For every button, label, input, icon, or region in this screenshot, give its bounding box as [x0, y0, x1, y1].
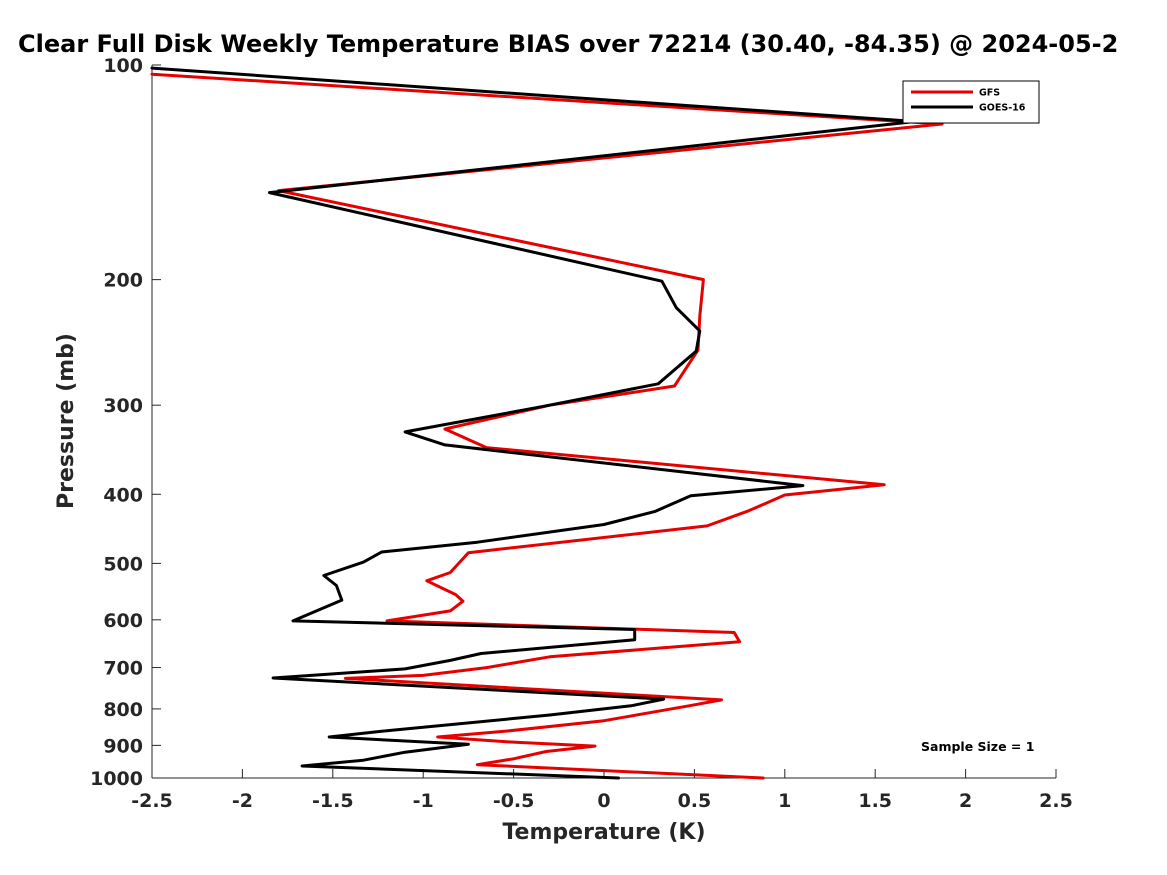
x-tick-label: -2.5: [131, 790, 173, 812]
x-tick-label: 1.5: [858, 790, 892, 812]
x-tick-label: 1: [778, 790, 791, 812]
legend-box: [902, 80, 1040, 124]
y-tick-label: 300: [103, 395, 143, 417]
x-tick-label: -2: [232, 790, 253, 812]
x-tick-label: 2: [959, 790, 972, 812]
y-tick-label: 100: [103, 55, 143, 77]
y-axis-label: Pressure (mb): [54, 333, 79, 509]
series-line-goes-16: [150, 66, 917, 780]
y-tick-label: 400: [103, 484, 143, 506]
x-axis-label: Temperature (K): [502, 820, 705, 845]
x-tick-label: -1.5: [312, 790, 354, 812]
y-tick-label: 900: [103, 735, 143, 757]
x-tick-label: 2.5: [1039, 790, 1073, 812]
chart-title: Clear Full Disk Weekly Temperature BIAS …: [18, 30, 1118, 58]
legend-label-gfs: GFS: [979, 88, 1000, 99]
legend-label-goes-16: GOES-16: [979, 103, 1026, 114]
x-tick-label: -1: [413, 790, 434, 812]
x-tick-label: 0.5: [678, 790, 712, 812]
series-line-gfs: [150, 72, 944, 780]
sample-size-annotation: Sample Size = 1: [921, 739, 1034, 754]
y-tick-label: 200: [103, 270, 143, 292]
legend: GFS GOES-16: [902, 80, 1040, 124]
x-tick-label: 0: [597, 790, 610, 812]
y-tick-label: 800: [103, 699, 143, 721]
y-tick-label: 500: [103, 553, 143, 575]
plot-area: [150, 66, 944, 780]
y-tick-label: 1000: [90, 768, 143, 790]
axes: -2.5 -2 -1.5 -1 -0.5 0 0.5 1 1.5 2 2.5 100 200 300 400…: [90, 55, 1073, 812]
y-tick-label: 700: [103, 658, 143, 680]
x-tick-label: -0.5: [493, 790, 535, 812]
y-tick-label: 600: [103, 610, 143, 632]
